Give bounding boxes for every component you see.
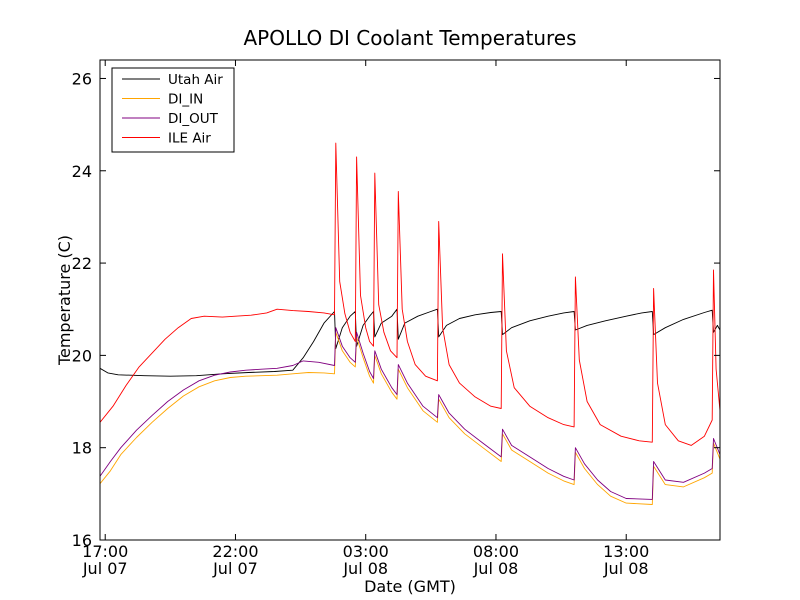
x-tick-label-time: 13:00	[603, 542, 649, 561]
x-tick-label-date: Jul 08	[473, 559, 519, 578]
series-line-utah-air	[100, 308, 720, 377]
x-tick-label-time: 17:00	[82, 542, 128, 561]
y-axis: 16 18 20 22 24 26	[72, 69, 720, 550]
legend-box	[111, 67, 235, 153]
x-tick-label-date: Jul 08	[342, 559, 388, 578]
x-tick-label-time: 03:00	[343, 542, 389, 561]
x-tick-label-time: 22:00	[212, 542, 258, 561]
chart-title: APOLLO DI Coolant Temperatures	[243, 26, 576, 50]
legend-label-di-out: DI_OUT	[168, 111, 219, 127]
x-tick-label-date: Jul 07	[212, 559, 258, 578]
x-tick-label-date: Jul 07	[82, 559, 128, 578]
series-line-di-in	[100, 331, 720, 505]
legend-label-utah-air: Utah Air	[168, 72, 223, 88]
y-tick-label: 26	[72, 69, 92, 88]
y-tick-label: 20	[72, 346, 92, 365]
legend: Utah Air DI_IN DI_OUT ILE Air	[111, 67, 235, 153]
y-axis-label: Temperature (C)	[55, 235, 74, 366]
series-line-ile-air	[100, 142, 720, 446]
y-tick-label: 22	[72, 254, 92, 273]
legend-label-di-in: DI_IN	[168, 92, 203, 108]
x-tick-label-date: Jul 08	[603, 559, 649, 578]
y-tick-label: 24	[72, 162, 92, 181]
x-axis-label: Date (GMT)	[364, 577, 456, 596]
y-tick-label: 18	[72, 439, 92, 458]
y-tick-label: 16	[72, 531, 92, 550]
series-line-di-out	[100, 327, 720, 500]
plot-frame	[99, 59, 721, 541]
legend-label-ile-air: ILE Air	[168, 131, 211, 147]
plot-area	[99, 59, 721, 541]
x-tick-label-time: 08:00	[473, 542, 519, 561]
